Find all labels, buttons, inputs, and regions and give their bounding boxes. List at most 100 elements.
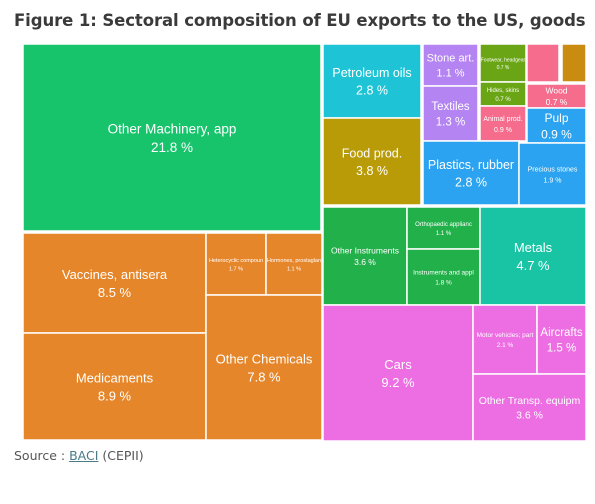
treemap-value: 3.8 % — [356, 164, 388, 178]
treemap-value: 0.7 % — [546, 97, 568, 107]
treemap-rect — [322, 117, 422, 206]
treemap-value: 0.7 % — [497, 65, 510, 71]
treemap-label: Footwear, headgear — [481, 57, 526, 63]
treemap-value: 7.8 % — [247, 369, 281, 384]
treemap-value: 1.9 % — [544, 177, 562, 184]
treemap-label: Hormones, prostaglan — [267, 258, 321, 264]
treemap-rect — [22, 332, 207, 441]
treemap-rect — [422, 85, 479, 142]
treemap-rect — [322, 43, 422, 119]
treemap-rect — [22, 232, 207, 334]
treemap-label: Other Chemicals — [216, 351, 313, 366]
treemap-tile: Aircrafts 1.5 % — [536, 304, 587, 375]
treemap-label: Vaccines, antisera — [62, 267, 168, 282]
treemap-tile: Stone art. 1.1 % — [422, 43, 479, 87]
treemap-value: 3.6 % — [516, 410, 543, 422]
treemap-tile: Motor vehicles; part 2.1 % — [472, 304, 538, 375]
treemap-value: 2.8 % — [356, 83, 388, 97]
treemap-rect — [479, 43, 527, 83]
treemap-tile: Other Transp. equipm 3.6 % — [472, 373, 587, 442]
treemap-tile: Cars 9.2 % — [322, 304, 474, 442]
treemap-rect — [479, 105, 527, 142]
treemap-rect — [536, 304, 587, 375]
treemap-value: 1.5 % — [547, 343, 576, 355]
treemap-label: Instruments and appl — [413, 270, 474, 277]
treemap-tile: Vaccines, antisera 8.5 % — [22, 232, 207, 334]
treemap-tile: Pulp 0.9 % — [526, 107, 587, 144]
treemap-rect — [322, 206, 408, 306]
treemap-value: 0.9 % — [494, 127, 512, 134]
treemap-value: 0.9 % — [541, 127, 572, 141]
treemap-value: 1.1 % — [287, 267, 301, 273]
treemap-tile: Precious stones 1.9 % — [518, 142, 587, 206]
treemap-value: 1.1 % — [436, 68, 464, 80]
treemap-tile: Food prod. 3.8 % — [322, 117, 422, 206]
treemap-value: 3.6 % — [354, 257, 376, 267]
treemap-rect — [472, 304, 538, 375]
treemap-rect — [322, 304, 474, 442]
treemap-value: 0.7 % — [495, 97, 511, 103]
treemap-value: 8.5 % — [98, 285, 132, 300]
treemap-value: 8.9 % — [98, 388, 132, 403]
treemap-value: 2.1 % — [497, 342, 514, 349]
treemap-tile: Other Instruments 3.6 % — [322, 206, 408, 306]
treemap-label: Medicaments — [76, 370, 154, 385]
treemap-label: Wood — [545, 85, 567, 95]
treemap-tile: Medicaments 8.9 % — [22, 332, 207, 441]
treemap-rect — [479, 81, 527, 107]
treemap-rect — [472, 373, 587, 442]
treemap-label: Aircrafts — [540, 327, 582, 339]
treemap-tile: Other Chemicals 7.8 % — [205, 294, 323, 441]
figure-title: Figure 1: Sectoral composition of EU exp… — [14, 11, 586, 30]
treemap-label: Other Instruments — [331, 245, 399, 255]
treemap-label: Textiles — [431, 101, 470, 113]
treemap-tile: Wood 0.7 % — [526, 83, 587, 109]
treemap-label: Other Machinery, app — [108, 121, 237, 136]
treemap-rect — [526, 107, 587, 144]
treemap-label: Hides, skins — [487, 88, 519, 94]
treemap-tile: Heterocyclic compoun 1.7 % — [205, 232, 267, 296]
treemap-label: Animal prod. — [483, 116, 522, 123]
treemap-rect — [205, 294, 323, 441]
treemap-label: Precious stones — [528, 167, 578, 174]
treemap-rect — [422, 43, 479, 87]
treemap-value: 1.7 % — [229, 267, 243, 273]
treemap-rect — [479, 206, 587, 306]
treemap-tile: Hormones, prostaglan 1.1 % — [265, 232, 323, 296]
treemap-tile: Footwear, headgear 0.7 % — [479, 43, 527, 83]
treemap-tile: Hides, skins 0.7 % — [479, 81, 527, 107]
treemap-value: 4.7 % — [516, 258, 550, 273]
treemap-label: Stone art. — [427, 53, 475, 65]
treemap-value: 9.2 % — [381, 375, 415, 390]
treemap-label: Food prod. — [342, 147, 402, 161]
treemap-label: Other Transp. equipm — [479, 395, 581, 407]
treemap-value: 1.3 % — [436, 117, 465, 129]
source-prefix: Source : — [14, 448, 70, 463]
treemap-tile: Petroleum oils 2.8 % — [322, 43, 422, 119]
treemap-label: Petroleum oils — [332, 66, 411, 80]
treemap-label: Metals — [514, 240, 553, 255]
treemap-label: Orthopaedic applianc — [415, 222, 472, 228]
treemap-rect — [406, 248, 481, 306]
treemap-label: Pulp — [544, 111, 568, 125]
treemap-rect — [406, 206, 481, 250]
treemap-rect — [22, 43, 322, 232]
treemap-tile: Orthopaedic applianc 1.1 % — [406, 206, 481, 250]
treemap-value: 2.8 % — [455, 175, 487, 189]
treemap-rect — [526, 43, 560, 83]
source-link-baci[interactable]: BACI — [69, 448, 99, 463]
treemap-tile: Metals 4.7 % — [479, 206, 587, 306]
treemap-tile: Other Machinery, app 21.8 % — [22, 43, 322, 232]
treemap-value: 21.8 % — [151, 140, 193, 155]
treemap-tile — [526, 43, 560, 83]
treemap-tile: Animal prod. 0.9 % — [479, 105, 527, 142]
treemap-label: Motor vehicles; part — [477, 332, 534, 339]
treemap-rect — [422, 140, 520, 206]
source-suffix: (CEPII) — [98, 448, 144, 463]
treemap-label: Heterocyclic compoun — [209, 258, 263, 264]
treemap-tile — [561, 43, 587, 83]
source-line: Source : BACI (CEPII) — [14, 448, 144, 463]
treemap-rect — [518, 142, 587, 206]
treemap-tile: Plastics, rubber 2.8 % — [422, 140, 520, 206]
